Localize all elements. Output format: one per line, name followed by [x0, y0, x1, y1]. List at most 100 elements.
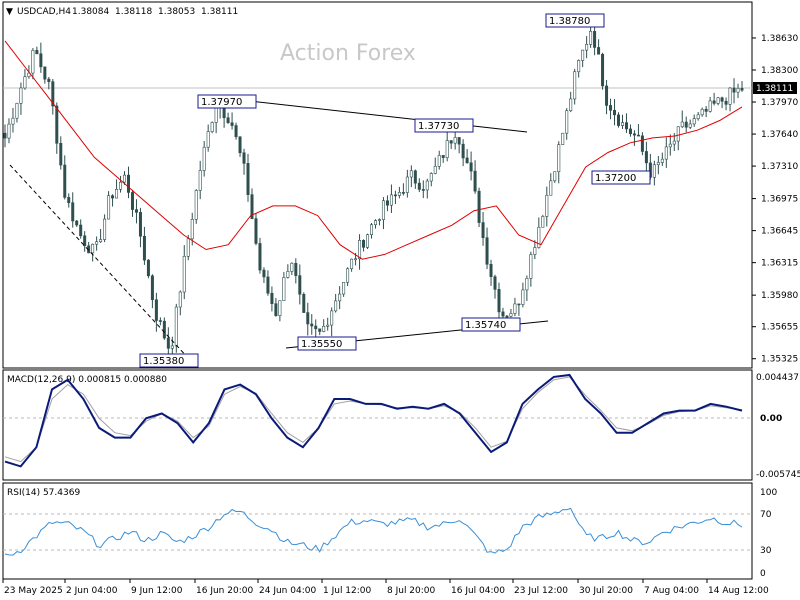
candle: [433, 157, 437, 175]
candle: [549, 173, 553, 196]
candle: [47, 76, 51, 90]
candle: [728, 87, 732, 112]
candle: [732, 78, 736, 104]
candle: [254, 213, 258, 246]
svg-text:1.37970: 1.37970: [201, 97, 242, 108]
rsi-tick-30: 30: [760, 546, 772, 556]
candle: [286, 264, 290, 279]
candle: [370, 223, 374, 239]
candle: [513, 297, 517, 317]
time-tick-label: 30 Jul 20:00: [579, 586, 633, 596]
candle: [59, 136, 63, 170]
macd-tick-bottom: -0.005745: [756, 470, 800, 480]
header-open: 1.38084: [72, 7, 109, 17]
candle: [557, 141, 561, 184]
menu-triangle-icon[interactable]: ▼: [6, 7, 13, 17]
candle: [581, 49, 585, 68]
candle: [656, 156, 660, 175]
candle: [119, 175, 123, 193]
candle: [83, 231, 87, 252]
candle: [350, 258, 354, 272]
candle: [569, 91, 573, 113]
candle: [123, 171, 127, 185]
rsi-line: [4, 507, 743, 556]
candle: [417, 178, 421, 193]
price-tick-label: 1.35325: [761, 355, 798, 365]
candle: [306, 302, 310, 336]
candle: [389, 184, 393, 214]
candle: [91, 243, 95, 262]
price-tick-label: 1.38630: [761, 34, 798, 44]
candle: [585, 36, 589, 59]
candle: [736, 83, 740, 99]
candle: [601, 52, 605, 90]
candle: [421, 180, 425, 199]
candle: [246, 153, 250, 202]
candle: [154, 292, 158, 332]
candle: [469, 151, 473, 181]
svg-text:1.35740: 1.35740: [465, 320, 506, 331]
candle: [437, 150, 441, 170]
candle: [198, 160, 202, 200]
candle: [111, 194, 115, 207]
candle: [373, 219, 377, 229]
time-tick-label: 24 Jun 04:00: [259, 586, 316, 596]
candle: [609, 98, 613, 120]
candle: [605, 80, 609, 115]
candle: [425, 178, 429, 199]
candle: [358, 234, 362, 270]
rsi-tick-100: 100: [760, 488, 777, 498]
candle: [55, 102, 59, 154]
candle: [282, 272, 286, 301]
rsi-tick-70: 70: [760, 510, 772, 520]
time-tick-label: 16 Jun 20:00: [196, 586, 253, 596]
candle: [620, 114, 624, 130]
candle: [692, 114, 696, 127]
time-tick-label: 2 Jun 04:00: [66, 586, 118, 596]
candle: [210, 121, 214, 134]
candle: [541, 214, 545, 228]
macd-main-line: [4, 373, 743, 468]
candle: [107, 191, 111, 220]
candle: [393, 190, 397, 205]
annotation-137970: 1.37970: [197, 94, 257, 109]
candle: [449, 140, 453, 149]
candle: [242, 148, 246, 175]
price-tick-label: 1.36975: [761, 195, 798, 205]
candle: [290, 262, 294, 275]
candle: [43, 66, 47, 84]
candle: [238, 136, 242, 157]
macd-panel-frame: [2, 369, 753, 481]
candle: [664, 137, 668, 168]
candle: [166, 327, 170, 356]
candle: [51, 78, 55, 115]
annotation-137200: 1.37200: [591, 170, 651, 185]
candle: [644, 141, 648, 175]
upper-trendline: [249, 100, 528, 133]
candle: [262, 267, 266, 284]
candle: [465, 149, 469, 164]
candle: [668, 134, 672, 156]
candle: [338, 286, 342, 310]
candle: [278, 300, 282, 322]
annotation-138780: 1.38780: [545, 13, 605, 28]
candle: [39, 42, 43, 73]
candle: [146, 259, 150, 279]
macd-tick-zero: 0.00: [760, 414, 782, 424]
candle: [79, 219, 83, 239]
candle: [636, 124, 640, 137]
candle: [453, 132, 457, 150]
time-tick-label: 16 Jul 04:00: [451, 586, 505, 596]
header-high: 1.38118: [115, 7, 152, 17]
candle: [314, 319, 318, 340]
svg-text:1.35550: 1.35550: [301, 339, 342, 350]
candle: [497, 282, 501, 319]
candle: [525, 275, 529, 301]
time-tick-label: 7 Aug 04:00: [644, 586, 699, 596]
macd-title: MACD(12,26,9) 0.000815 0.000880: [7, 375, 167, 385]
candle: [138, 207, 142, 248]
candle: [429, 172, 433, 187]
price-tick-label: 1.36645: [761, 227, 798, 237]
candle: [178, 290, 182, 316]
candle: [194, 189, 198, 224]
